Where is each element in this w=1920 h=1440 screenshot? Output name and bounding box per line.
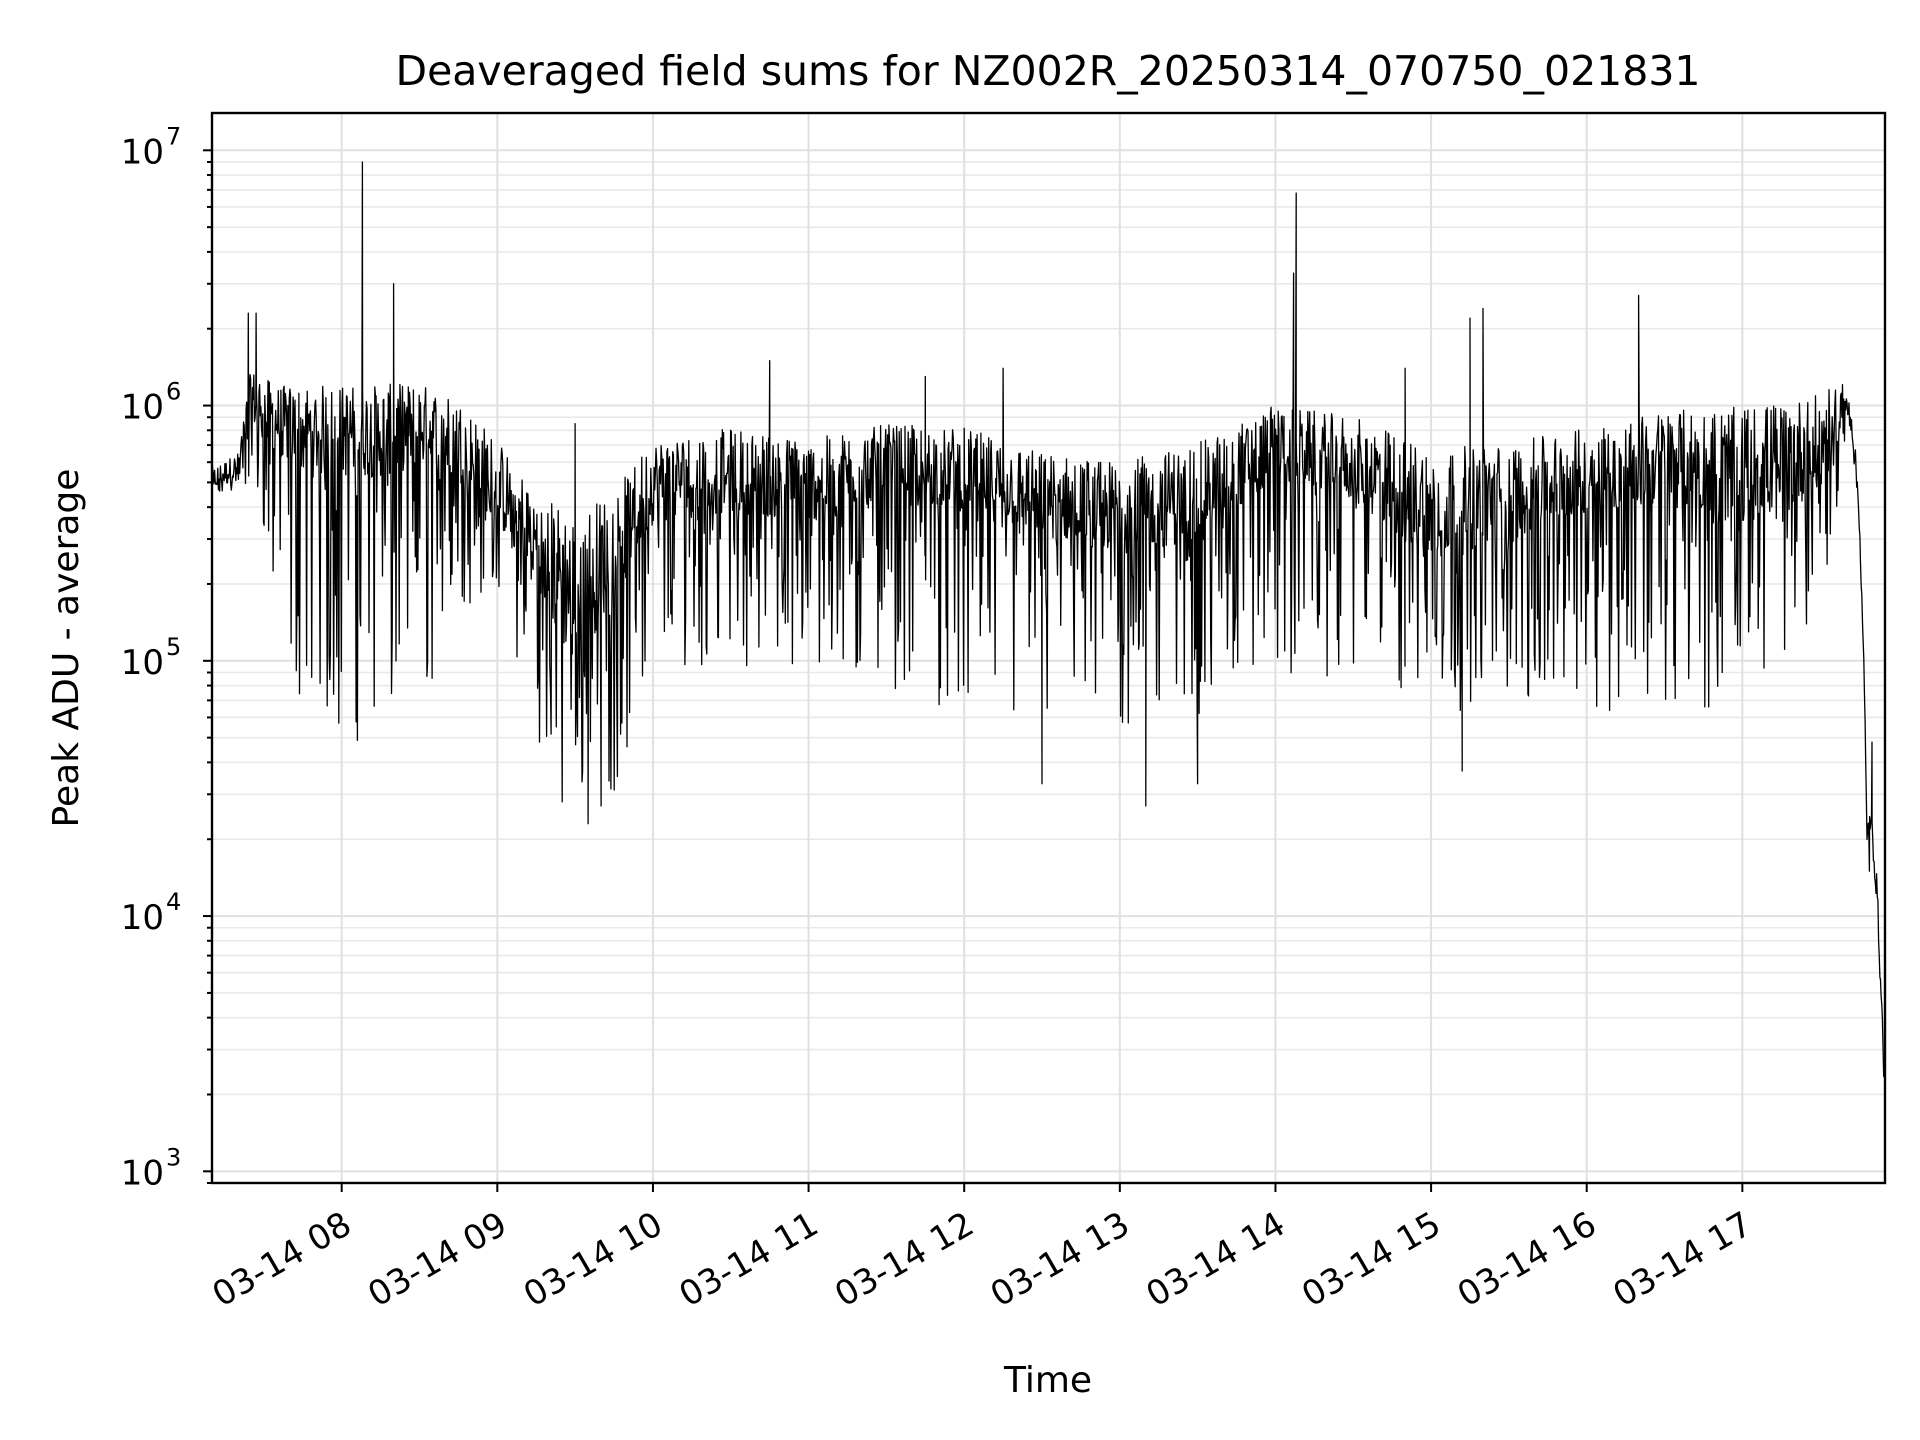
grid-layer: [212, 113, 1885, 1184]
x-tick-label: 03-14 10: [517, 1204, 669, 1315]
y-tick-label: 10: [121, 1153, 164, 1193]
x-tick-label: 03-14 17: [1606, 1204, 1758, 1315]
axes-frame: [210, 111, 1887, 1185]
y-tick-label: 10: [121, 132, 164, 172]
chart-title: Deaveraged field sums for NZ002R_2025031…: [396, 47, 1701, 95]
x-tick-label: 03-14 14: [1140, 1204, 1292, 1315]
series-layer: [211, 161, 1886, 1100]
x-tick-label: 03-14 08: [206, 1204, 358, 1315]
y-axis-label: Peak ADU - average: [46, 469, 87, 828]
series-line: [211, 161, 1886, 1100]
y-tick-label: 10: [121, 388, 164, 428]
x-tick-label: 03-14 16: [1451, 1204, 1603, 1315]
y-tick-exponent: 3: [166, 1143, 181, 1171]
x-tick-label: 03-14 12: [828, 1204, 980, 1315]
y-tick-exponent: 5: [166, 633, 181, 661]
x-axis-label: Time: [1003, 1360, 1092, 1401]
y-tick-exponent: 6: [166, 378, 181, 406]
y-tick-label: 10: [121, 898, 164, 938]
x-tick-label: 03-14 13: [984, 1204, 1136, 1315]
x-tick-layer: 03-14 08 03-14 09 03-14 10 03-14 11 03-14 12…: [206, 1183, 1759, 1315]
x-tick-label: 03-14 09: [361, 1204, 513, 1315]
y-tick-label: 10: [121, 643, 164, 683]
y-tick-exponent: 7: [166, 122, 181, 150]
x-tick-label: 03-14 15: [1295, 1204, 1447, 1315]
x-tick-label: 03-14 11: [673, 1204, 825, 1315]
y-tick-exponent: 4: [166, 888, 181, 916]
